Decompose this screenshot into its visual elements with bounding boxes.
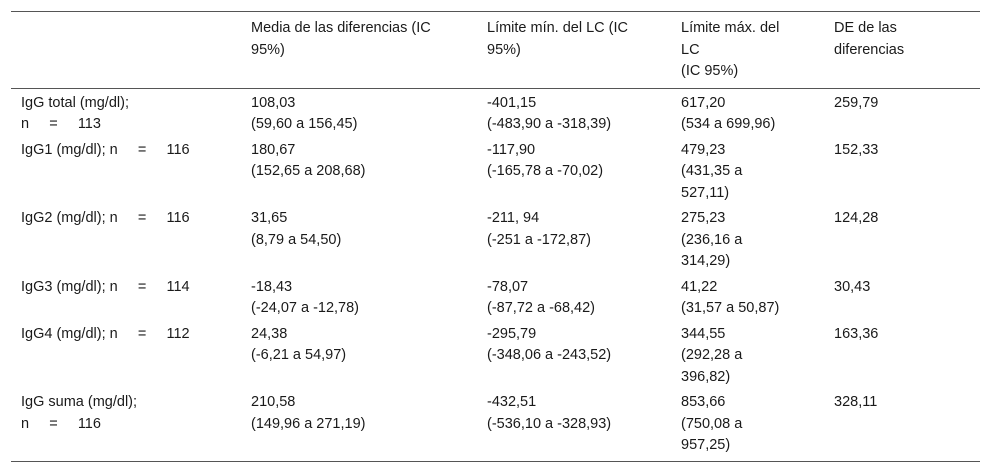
cell-parameter: IgG3 (mg/dl); n = 114 — [21, 278, 190, 295]
cell-upper-limit: 479,23 (431,35 a 527,11) — [681, 141, 743, 201]
cell-lower-limit: -211, 94 (-251 a -172,87) — [487, 210, 591, 248]
header-cell-lower-limit: Límite mín. del LC (IC 95%) — [487, 20, 629, 58]
cell-lower-limit: -117,90 (-165,78 a -70,02) — [487, 141, 604, 180]
table-row: IgG total (mg/dl); n = 113 108,03 (59,60 a… — [11, 88, 980, 140]
cell-upper-limit: 617,20 (534 a 699,96) — [681, 94, 776, 133]
table-body: IgG total (mg/dl); n = 113 108,03 (59,60 a… — [11, 88, 980, 461]
cell-sd-differences: 328,11 — [834, 394, 878, 410]
cell-mean-difference: -18,43 (-24,07 a -12,78) — [251, 278, 360, 317]
cell-parameter: IgG2 (mg/dl); n = 116 — [21, 210, 190, 226]
table-row: IgG1 (mg/dl); n = 116 180,67 (152,65 a 20… — [11, 140, 980, 209]
table-row: IgG2 (mg/dl); n = 116 31,65 (8,79 a 54,50… — [11, 208, 980, 277]
table-header: Media de las diferencias (IC 95%) Límite … — [11, 11, 980, 89]
cell-mean-difference: 210,58 (149,96 a 271,19) — [251, 394, 366, 432]
cell-upper-limit: 275,23 (236,16 a 314,29) — [681, 210, 743, 269]
header-row: Media de las diferencias (IC 95%) Límite … — [11, 11, 980, 89]
cell-lower-limit: -432,51 (-536,10 a -328,93) — [487, 394, 612, 432]
cell-parameter: IgG4 (mg/dl); n = 112 — [21, 325, 190, 342]
cell-parameter: IgG1 (mg/dl); n = 116 — [21, 141, 190, 158]
header-cell-parameter — [11, 12, 241, 89]
table-row: IgG4 (mg/dl); n = 112 24,38 (-6,21 a 54,9… — [11, 324, 980, 393]
header-cell-mean-difference: Media de las diferencias (IC 95%) — [251, 20, 431, 58]
cell-parameter: IgG suma (mg/dl); n = 116 — [21, 394, 138, 432]
cell-mean-difference: 180,67 (152,65 a 208,68) — [251, 141, 366, 180]
cell-sd-differences: 163,36 — [834, 325, 879, 342]
page: Media de las diferencias (IC 95%) Límite … — [11, 11, 980, 461]
cell-parameter: IgG total (mg/dl); n = 113 — [21, 94, 129, 133]
table-row: IgG3 (mg/dl); n = 114 -18,43 (-24,07 a -1… — [11, 277, 980, 324]
comparison-table: Media de las diferencias (IC 95%) Límite … — [11, 11, 980, 462]
cell-mean-difference: 31,65 (8,79 a 54,50) — [251, 210, 342, 248]
cell-mean-difference: 24,38 (-6,21 a 54,97) — [251, 325, 347, 364]
cell-sd-differences: 30,43 — [834, 278, 871, 295]
cell-lower-limit: -78,07 (-87,72 a -68,42) — [487, 278, 596, 317]
cell-upper-limit: 41,22 (31,57 a 50,87) — [681, 278, 780, 317]
header-cell-upper-limit: Límite máx. del LC (IC 95%) — [681, 20, 780, 79]
cell-sd-differences: 259,79 — [834, 94, 879, 111]
cell-mean-difference: 108,03 (59,60 a 156,45) — [251, 94, 358, 133]
cell-upper-limit: 344,55 (292,28 a 396,82) — [681, 325, 743, 385]
cell-sd-differences: 124,28 — [834, 210, 879, 226]
cell-lower-limit: -401,15 (-483,90 a -318,39) — [487, 94, 612, 133]
cell-upper-limit: 853,66 (750,08 a 957,25) — [681, 394, 743, 453]
header-cell-sd-differences: DE de las diferencias — [834, 20, 905, 58]
cell-sd-differences: 152,33 — [834, 141, 879, 158]
table-row: IgG suma (mg/dl); n = 116 210,58 (149,96 a… — [11, 392, 980, 461]
cell-lower-limit: -295,79 (-348,06 a -243,52) — [487, 325, 612, 364]
